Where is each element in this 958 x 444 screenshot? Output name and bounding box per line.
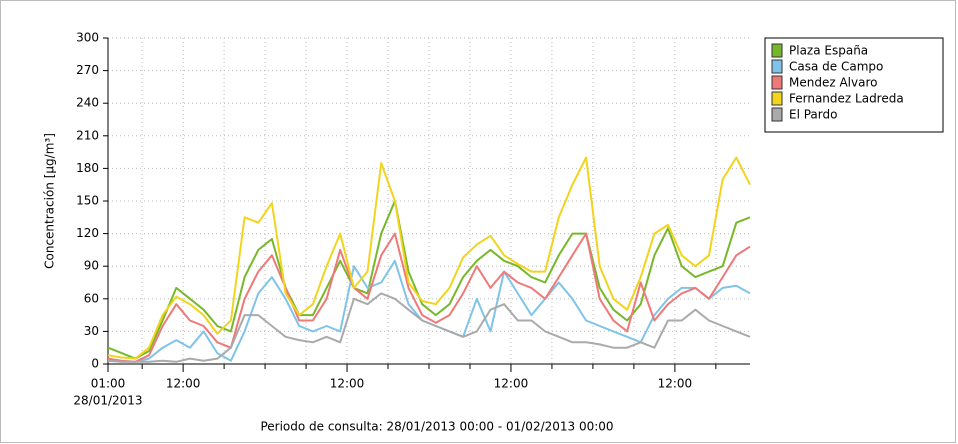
legend-swatch: [771, 107, 783, 122]
y-axis-title: Concentración [µg/m³]: [43, 133, 57, 269]
legend-label: Mendez Alvaro: [789, 76, 877, 90]
legend-swatch: [771, 59, 783, 74]
legend-swatch: [771, 43, 783, 58]
y-tick-label: 120: [76, 226, 99, 240]
legend-swatch: [771, 91, 783, 106]
y-tick-label: 150: [76, 194, 99, 208]
x-axis-title: Periodo de consulta: 28/01/2013 00:00 - …: [260, 420, 613, 434]
legend-label: Casa de Campo: [789, 60, 883, 74]
series-line: [107, 200, 751, 360]
y-tick-label: 180: [76, 161, 99, 175]
y-tick-label: 60: [84, 291, 99, 305]
y-tick-label: 30: [84, 324, 99, 338]
x-tick-label: 12:00: [658, 377, 693, 391]
legend-label: El Pardo: [789, 108, 837, 122]
y-tick-label: 0: [91, 357, 99, 371]
legend-box: [764, 37, 944, 133]
x-tick-date: 28/01/2013: [73, 394, 142, 408]
y-tick-label: 90: [84, 259, 99, 273]
legend-label: Fernandez Ladreda: [789, 92, 904, 106]
legend-label: Plaza España: [789, 44, 868, 58]
y-tick-label: 240: [76, 96, 99, 110]
series-line: [107, 232, 751, 363]
legend-swatch: [771, 75, 783, 90]
series-line: [107, 292, 751, 363]
x-tick-label: 12:00: [166, 377, 201, 391]
x-tick-label: 01:00: [91, 377, 126, 391]
series-line: [107, 156, 751, 360]
x-tick-label: 12:00: [494, 377, 529, 391]
x-tick-label: 12:00: [330, 377, 365, 391]
y-tick-label: 210: [76, 128, 99, 142]
y-tick-label: 270: [76, 63, 99, 77]
y-tick-label: 300: [76, 31, 99, 45]
